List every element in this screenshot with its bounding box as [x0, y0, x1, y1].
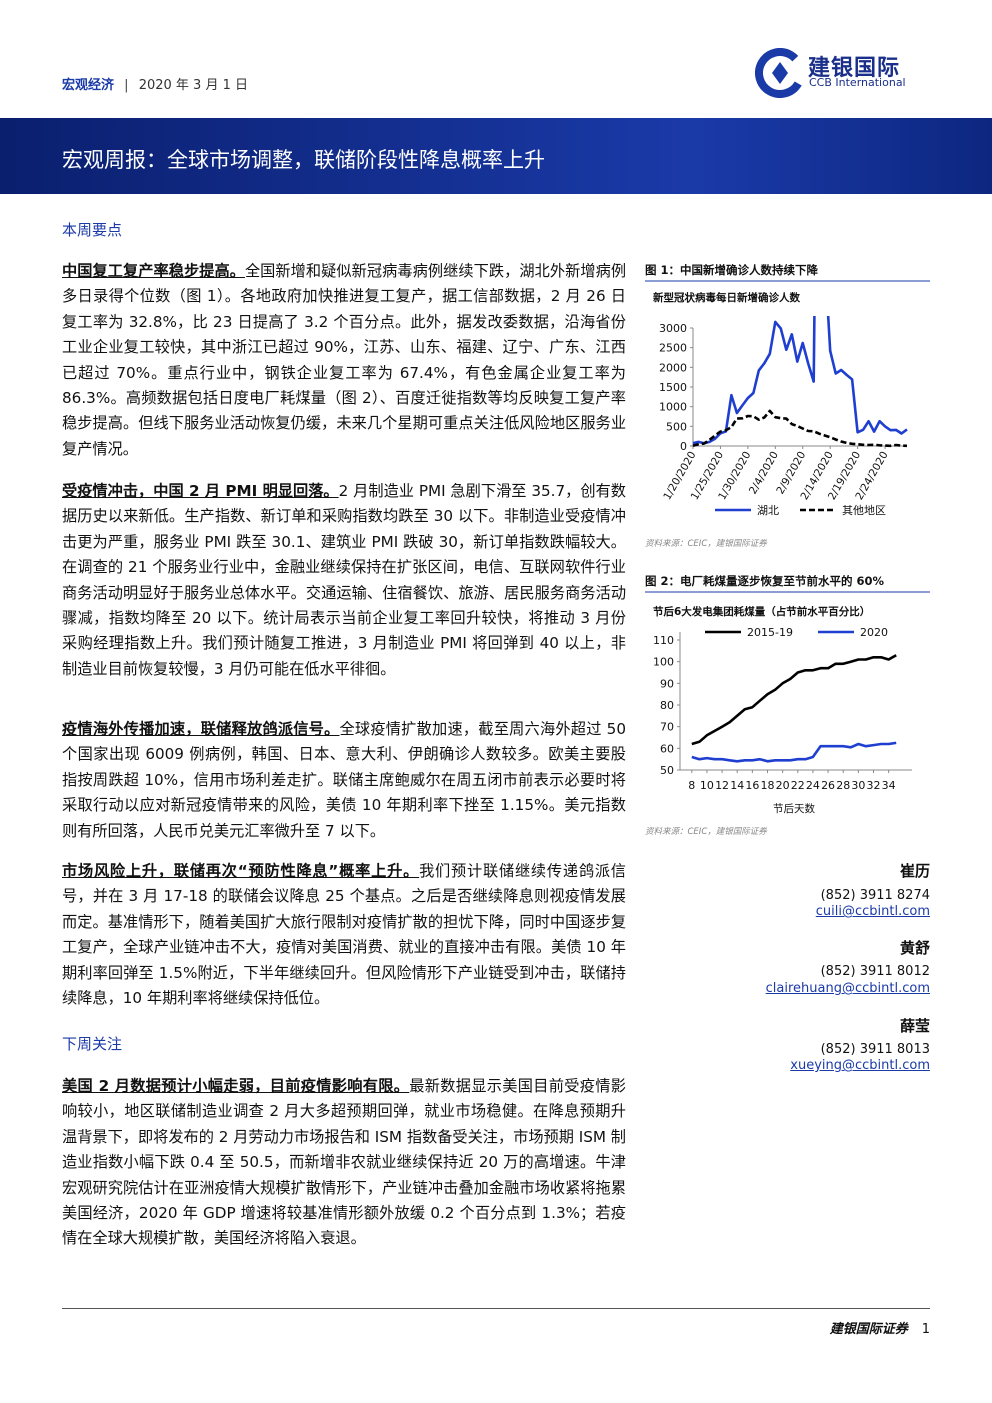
text: 全球疫情扩散加速，截至周六海外超过 50 个国家出现 6009 例病例，韩国、日… — [62, 720, 626, 840]
lead: 受疫情冲击，中国 2 月 PMI 明显回落。 — [62, 482, 339, 500]
analyst-name: 崔历 — [899, 862, 930, 880]
figure-caption: 图 1：中国新增确诊人数持续下降 — [645, 263, 819, 277]
footer: 建银国际证券 1 — [830, 1318, 930, 1337]
x-axis-label: 节后天数 — [773, 802, 815, 815]
chart-title: 新型冠状病毒每日新增确诊人数 — [653, 291, 800, 304]
charts: 图 1：中国新增确诊人数持续下降新型冠状病毒每日新增确诊人数资料来源：CEIC，… — [645, 263, 930, 837]
x-tick-label: 12 — [715, 779, 729, 792]
y-tick-label: 3000 — [659, 322, 687, 335]
logo-text: 建银国际 — [808, 56, 901, 81]
y-tick-label: 50 — [660, 764, 674, 777]
footer-rule — [62, 1308, 930, 1309]
text: 2 月制造业 PMI 急剧下滑至 35.7，创有数据历史以来新低。生产指数、新订… — [62, 482, 626, 678]
legend-label: 其他地区 — [842, 504, 886, 517]
paragraph: 市场风险上升，联储再次“预防性降息”概率上升。我们预计联储继续传递鸽派信号，并在… — [62, 859, 626, 1011]
logo-en: CCB International — [809, 76, 906, 89]
source: 资料来源：CEIC，建银国际证券 — [645, 826, 768, 837]
y-tick-label: 110 — [653, 634, 674, 647]
y-tick-label: 2500 — [659, 342, 687, 355]
analyst-phone: (852) 3911 8012 — [820, 964, 930, 979]
header-meta: 宏观经济 | 2020 年 3 月 1 日 — [62, 74, 248, 93]
analyst-name: 薛莹 — [899, 1017, 930, 1035]
section-heading: 本周要点 — [62, 221, 123, 239]
x-tick-label: 28 — [836, 779, 850, 792]
section-name: 宏观经济 — [62, 78, 115, 93]
section-heading: 下周关注 — [62, 1035, 123, 1053]
figure-caption: 图 2：电厂耗煤量逐步恢复至节前水平的 60% — [645, 574, 885, 588]
source: 资料来源：CEIC，建银国际证券 — [645, 538, 768, 549]
y-tick-label: 80 — [660, 699, 674, 712]
date: 2020 年 3 月 1 日 — [138, 78, 248, 93]
legend-label: 湖北 — [757, 504, 779, 517]
x-tick-label: 34 — [882, 779, 896, 792]
footer-company: 建银国际证券 — [829, 1322, 908, 1337]
y-tick-label: 1000 — [659, 401, 687, 414]
analyst-email: clairehuang@ccbintl.com — [765, 981, 930, 996]
paragraph: 疫情海外传播加速，联储释放鸽派信号。全球疫情扩散加速，截至周六海外超过 50 个… — [62, 717, 626, 844]
page-number: 1 — [921, 1322, 930, 1337]
x-tick-label: 26 — [821, 779, 835, 792]
text: 我们预计联储继续传递鸽派信号，并在 3 月 17-18 的联储会议降息 25 个… — [62, 862, 626, 1008]
x-tick-label: 22 — [791, 779, 805, 792]
report-title: 宏观周报：全球市场调整，联储阶段性降息概率上升 — [62, 148, 545, 172]
chart-title: 节后6大发电集团耗煤量（占节前水平百分比） — [653, 605, 870, 618]
paragraph: 中国复工复产率稳步提高。全国新增和疑似新冠病毒病例继续下跌，湖北外新增病例多日录… — [62, 259, 626, 462]
series-line — [691, 741, 897, 763]
series-line — [691, 654, 897, 746]
series-line — [692, 409, 908, 448]
analyst-phone: (852) 3911 8013 — [820, 1042, 930, 1057]
y-tick-label: 100 — [653, 656, 674, 669]
analyst-name: 黄舒 — [899, 939, 930, 957]
text: 全国新增和疑似新冠病毒病例继续下跌，湖北外新增病例多日录得个位数（图 1）。各地… — [62, 262, 627, 458]
separator: | — [124, 78, 129, 93]
y-tick-label: 70 — [660, 721, 674, 734]
text: 最新数据显示美国目前受疫情影响较小，地区联储制造业调查 2 月大多超预期回弹，就… — [62, 1077, 626, 1248]
x-tick-label: 14 — [730, 779, 744, 792]
lead: 疫情海外传播加速，联储释放鸽派信号。 — [62, 720, 340, 738]
y-tick-label: 0 — [680, 440, 687, 453]
paragraph: 美国 2 月数据预计小幅走弱，目前疫情影响有限。最新数据显示美国目前受疫情影响较… — [62, 1074, 626, 1252]
legend-label: 2015-19 — [747, 626, 793, 639]
y-tick-label: 90 — [660, 677, 674, 690]
y-tick-label: 500 — [666, 420, 687, 433]
paragraph: 受疫情冲击，中国 2 月 PMI 明显回落。2 月制造业 PMI 急剧下滑至 3… — [62, 479, 626, 682]
y-tick-label: 2000 — [659, 361, 687, 374]
y-tick-label: 60 — [660, 742, 674, 755]
analyst-email: cuili@ccbintl.com — [815, 904, 930, 919]
logo-icon — [755, 48, 805, 98]
series-line — [692, 316, 908, 445]
legend-label: 2020 — [860, 626, 888, 639]
lead: 中国复工复产率稳步提高。 — [62, 262, 245, 280]
x-tick-label: 24 — [806, 779, 820, 792]
x-tick-label: 18 — [761, 779, 775, 792]
x-tick-label: 20 — [776, 779, 790, 792]
lead: 美国 2 月数据预计小幅走弱，目前疫情影响有限。 — [62, 1077, 410, 1095]
analyst-phone: (852) 3911 8274 — [820, 888, 930, 903]
y-tick-label: 1500 — [659, 381, 687, 394]
title-band — [0, 118, 992, 194]
x-tick-label: 30 — [851, 779, 865, 792]
lead: 市场风险上升，联储再次“预防性降息”概率上升。 — [62, 862, 420, 880]
x-tick-label: 16 — [745, 779, 759, 792]
analyst-email: xueying@ccbintl.com — [790, 1058, 930, 1073]
x-tick-label: 10 — [700, 779, 714, 792]
x-tick-label: 32 — [867, 779, 881, 792]
x-tick-label: 8 — [688, 779, 695, 792]
